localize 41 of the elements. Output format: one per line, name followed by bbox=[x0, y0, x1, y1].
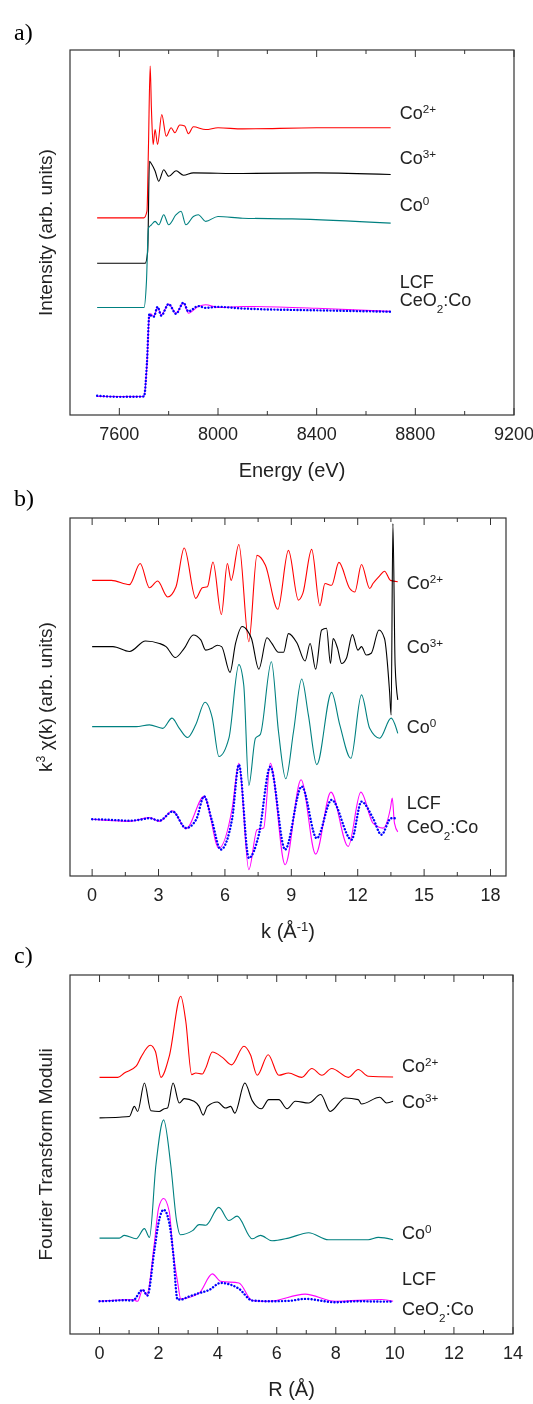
series-label: LCF bbox=[402, 1268, 437, 1289]
x-tick-label: 9 bbox=[286, 885, 297, 905]
series-label: Co$^{3+}$ bbox=[399, 146, 437, 168]
x-tick-label: 8400 bbox=[296, 424, 337, 444]
series-label: Co$^{2+}$ bbox=[399, 101, 437, 124]
series-label: Co$^{3+}$ bbox=[402, 1090, 439, 1113]
y-axis-title: Intensity (arb. units) bbox=[35, 149, 56, 316]
x-tick-label: 6 bbox=[271, 1343, 282, 1363]
x-tick-label: 0 bbox=[94, 1343, 105, 1363]
x-tick-label: 15 bbox=[414, 885, 435, 905]
x-tick-label: 8000 bbox=[197, 424, 239, 444]
y-axis-title: Fourier Transform Moduli bbox=[35, 1048, 56, 1261]
x-axis-title: k (Å$^{-1}$) bbox=[261, 918, 315, 942]
x-tick-label: 18 bbox=[480, 885, 501, 905]
x-tick-label: 3 bbox=[153, 885, 164, 905]
x-axis-title: Energy (eV) bbox=[238, 459, 346, 481]
series-label: Co$^{2+}$ bbox=[402, 1054, 439, 1077]
series-label: Co$^{0}$ bbox=[399, 193, 430, 216]
x-tick-label: 10 bbox=[384, 1343, 405, 1363]
series-label: Co$^{0}$ bbox=[402, 1221, 433, 1244]
x-tick-label: 9200 bbox=[493, 424, 533, 444]
chart-title: a) bbox=[14, 19, 33, 45]
series-label: Co$^{0}$ bbox=[406, 715, 437, 738]
chart-title: c) bbox=[14, 942, 33, 968]
x-tick-label: 0 bbox=[87, 885, 98, 905]
x-tick-label: 12 bbox=[443, 1343, 464, 1363]
series-label: CeO$_{2}$:Co bbox=[402, 1299, 474, 1324]
x-tick-label: 6 bbox=[219, 885, 230, 905]
x-tick-label: 8 bbox=[330, 1343, 341, 1363]
x-axis-title: R (Å) bbox=[268, 1378, 315, 1400]
x-tick-label: 4 bbox=[212, 1343, 223, 1363]
x-tick-label: 7600 bbox=[99, 424, 140, 444]
series-label: Co$^{2+}$ bbox=[406, 571, 444, 593]
series-label: CeO$_{2}$:Co bbox=[406, 816, 479, 842]
series-label: Co$^{3+}$ bbox=[406, 635, 444, 657]
x-tick-label: 14 bbox=[502, 1343, 524, 1363]
x-tick-label: 12 bbox=[347, 885, 368, 905]
x-tick-label: 8800 bbox=[395, 424, 436, 444]
chart-title: b) bbox=[14, 485, 34, 511]
series-label: LCF bbox=[406, 793, 441, 814]
x-tick-label: 2 bbox=[153, 1343, 164, 1363]
